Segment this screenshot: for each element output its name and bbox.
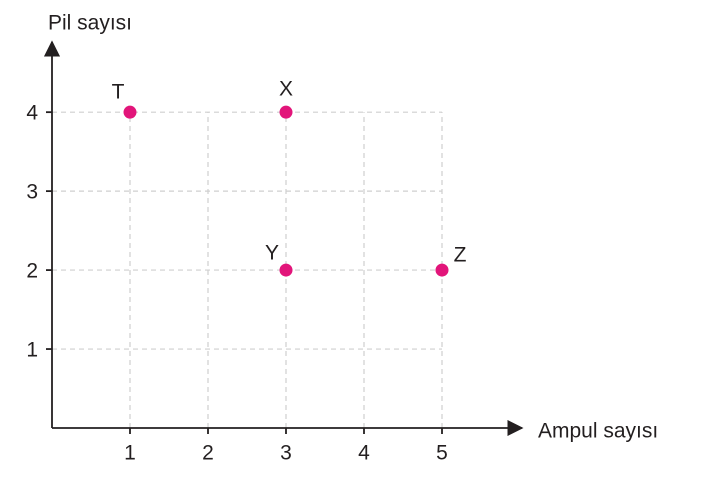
point — [279, 263, 293, 277]
x-tick-label: 2 — [202, 442, 214, 465]
y-axis-label: Pil sayısı — [48, 12, 132, 35]
x-tick-label: 5 — [436, 442, 448, 465]
x-axis-label: Ampul sayısı — [538, 420, 658, 443]
y-tick-label: 2 — [26, 260, 38, 283]
point — [435, 263, 449, 277]
point — [279, 105, 293, 119]
x-tick-label: 3 — [280, 442, 292, 465]
point-label: Y — [265, 242, 279, 265]
y-tick-label: 1 — [26, 339, 38, 362]
point-label: X — [279, 78, 293, 101]
y-tick-label: 3 — [26, 181, 38, 204]
x-tick-label: 4 — [358, 442, 370, 465]
point-label: T — [112, 81, 125, 104]
x-tick-label: 1 — [124, 442, 136, 465]
point-label: Z — [454, 244, 467, 267]
y-tick-label: 4 — [26, 102, 38, 125]
point — [123, 105, 137, 119]
